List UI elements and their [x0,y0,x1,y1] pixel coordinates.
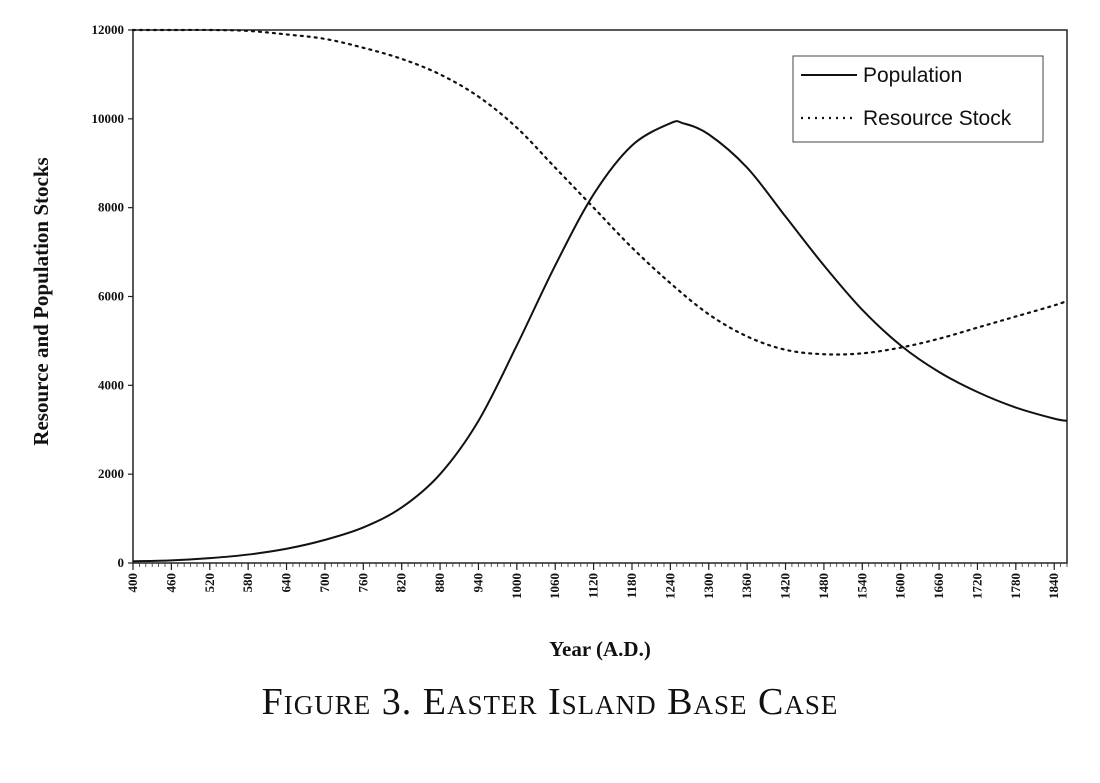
x-tick-label: 1600 [893,573,908,599]
x-tick-label: 640 [279,573,294,593]
x-tick-label: 1120 [586,573,601,598]
x-tick-label: 1540 [854,573,869,599]
y-tick-label: 6000 [98,289,124,304]
y-axis-title: Resource and Population Stocks [29,157,53,445]
x-tick-label: 760 [355,573,370,593]
x-tick-label: 1420 [778,573,793,599]
x-tick-label: 1360 [739,573,754,599]
legend-label-resource-stock: Resource Stock [863,107,1012,130]
x-tick-label: 520 [202,573,217,593]
y-tick-label: 8000 [98,200,124,215]
x-tick-label: 580 [240,573,255,593]
y-tick-label: 2000 [98,466,124,481]
x-tick-label: 1780 [1008,573,1023,599]
x-tick-label: 1720 [969,573,984,599]
legend-box [792,55,1044,143]
y-tick-label: 10000 [92,111,125,126]
line-chart: 0 2000 4000 6000 8000 10000 12000 400 460 520 580… [29,22,1069,661]
x-tick-label: 1000 [509,573,524,599]
legend-label-population: Population [863,64,962,87]
x-axis-title: Year (A.D.) [549,637,651,661]
y-axis-ticks: 0 2000 4000 6000 8000 10000 12000 [92,22,133,570]
series-lines [131,28,1069,563]
x-tick-label: 1240 [662,573,677,599]
series-line-population [132,120,1068,563]
y-tick-label: 4000 [98,377,124,392]
x-tick-label: 400 [125,573,140,593]
x-tick-label: 1840 [1046,573,1061,599]
x-tick-label: 1180 [624,573,639,598]
x-axis-ticks: 400 460 520 580 640 700 760 820 880 940 1000 1060 11… [125,563,1068,599]
series-line-resource-stock [131,28,1069,356]
y-tick-label: 12000 [92,22,125,37]
x-tick-label: 700 [317,573,332,593]
plot-area: 0 2000 4000 6000 8000 10000 12000 400 460 520 580… [92,22,1069,599]
x-tick-label: 1300 [701,573,716,599]
x-tick-label: 940 [470,573,485,593]
x-tick-label: 820 [394,573,409,593]
x-tick-label: 1060 [547,573,562,599]
figure-caption: Figure 3. Easter Island Base Case [261,681,839,723]
x-tick-label: 1480 [816,573,831,599]
legend: Population Resource Stock [792,55,1044,143]
y-tick-label: 0 [118,555,125,570]
x-tick-label: 1660 [931,573,946,599]
x-tick-label: 880 [432,573,447,593]
x-tick-label: 460 [163,573,178,593]
